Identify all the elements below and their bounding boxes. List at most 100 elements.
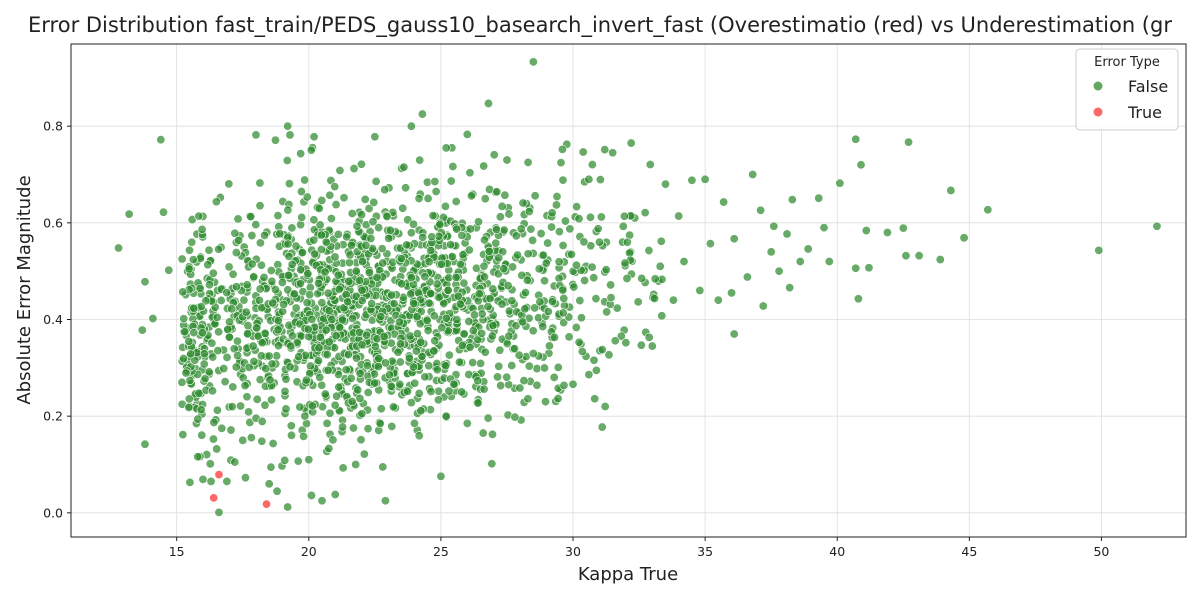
point-false: [526, 224, 536, 234]
point-false: [273, 341, 283, 351]
point-false: [398, 203, 408, 213]
point-false: [441, 411, 451, 421]
y-tick-label: 0.6: [43, 215, 63, 230]
point-false: [334, 382, 344, 392]
point-false: [397, 279, 407, 289]
point-false: [748, 170, 758, 180]
point-false: [518, 198, 528, 208]
point-false: [297, 247, 307, 257]
legend-label-true: True: [1127, 103, 1162, 122]
point-false: [394, 317, 404, 327]
point-false: [375, 419, 385, 429]
x-tick-label: 15: [169, 544, 185, 559]
point-false: [591, 365, 601, 375]
point-false: [272, 486, 282, 496]
point-false: [620, 258, 630, 268]
point-false: [316, 230, 326, 240]
point-false: [300, 411, 310, 421]
point-false: [260, 230, 270, 240]
point-false: [283, 239, 293, 249]
point-false: [194, 211, 204, 221]
point-false: [595, 175, 605, 185]
point-false: [488, 284, 498, 294]
point-false: [856, 160, 866, 170]
point-false: [255, 238, 265, 248]
point-false: [310, 249, 320, 259]
point-false: [504, 380, 514, 390]
point-false: [357, 257, 367, 267]
point-false: [285, 362, 295, 372]
point-false: [357, 285, 367, 295]
point-false: [267, 276, 277, 286]
point-false: [518, 317, 528, 327]
point-false: [1152, 221, 1162, 231]
point-false: [362, 330, 372, 340]
x-tick-label: 25: [433, 544, 449, 559]
point-false: [551, 200, 561, 210]
point-false: [293, 456, 303, 466]
point-true: [209, 493, 219, 503]
point-false: [510, 412, 520, 422]
point-false: [448, 161, 458, 171]
point-false: [901, 251, 911, 261]
point-false: [303, 324, 313, 334]
point-false: [296, 149, 306, 159]
point-false: [479, 261, 489, 271]
point-false: [544, 341, 554, 351]
point-false: [230, 228, 240, 238]
point-false: [334, 369, 344, 379]
point-false: [618, 221, 628, 231]
point-false: [668, 295, 678, 305]
point-false: [935, 255, 945, 265]
point-false: [114, 243, 124, 253]
point-false: [785, 283, 795, 293]
point-false: [608, 148, 618, 158]
point-false: [590, 394, 600, 404]
point-false: [410, 378, 420, 388]
point-false: [231, 362, 241, 372]
point-false: [488, 320, 498, 330]
point-false: [554, 257, 564, 267]
point-false: [249, 357, 259, 367]
point-false: [454, 357, 464, 367]
point-false: [674, 211, 684, 221]
point-false: [523, 249, 533, 259]
point-false: [396, 254, 406, 264]
point-false: [441, 361, 451, 371]
point-false: [515, 383, 525, 393]
point-false: [564, 332, 574, 342]
point-false: [268, 298, 278, 308]
point-false: [496, 381, 506, 391]
point-false: [265, 375, 275, 385]
point-false: [222, 352, 232, 362]
point-false: [246, 433, 256, 443]
point-false: [622, 237, 632, 247]
point-false: [959, 233, 969, 243]
point-false: [301, 375, 311, 385]
point-false: [522, 275, 532, 285]
point-false: [554, 227, 564, 237]
point-false: [199, 349, 209, 359]
point-false: [303, 269, 313, 279]
point-false: [571, 322, 581, 332]
point-false: [180, 327, 190, 337]
point-false: [530, 303, 540, 313]
point-false: [188, 255, 198, 265]
point-false: [787, 195, 797, 205]
point-false: [214, 327, 224, 337]
point-false: [547, 297, 557, 307]
point-false: [559, 380, 569, 390]
point-false: [296, 187, 306, 197]
point-false: [473, 398, 483, 408]
point-false: [302, 192, 312, 202]
point-false: [408, 362, 418, 372]
point-false: [494, 361, 504, 371]
y-tick-label: 0.0: [43, 505, 63, 520]
point-false: [164, 265, 174, 275]
point-false: [655, 261, 665, 271]
point-false: [260, 400, 270, 410]
point-false: [466, 191, 476, 201]
point-false: [493, 372, 503, 382]
point-false: [371, 176, 381, 186]
point-false: [370, 378, 380, 388]
